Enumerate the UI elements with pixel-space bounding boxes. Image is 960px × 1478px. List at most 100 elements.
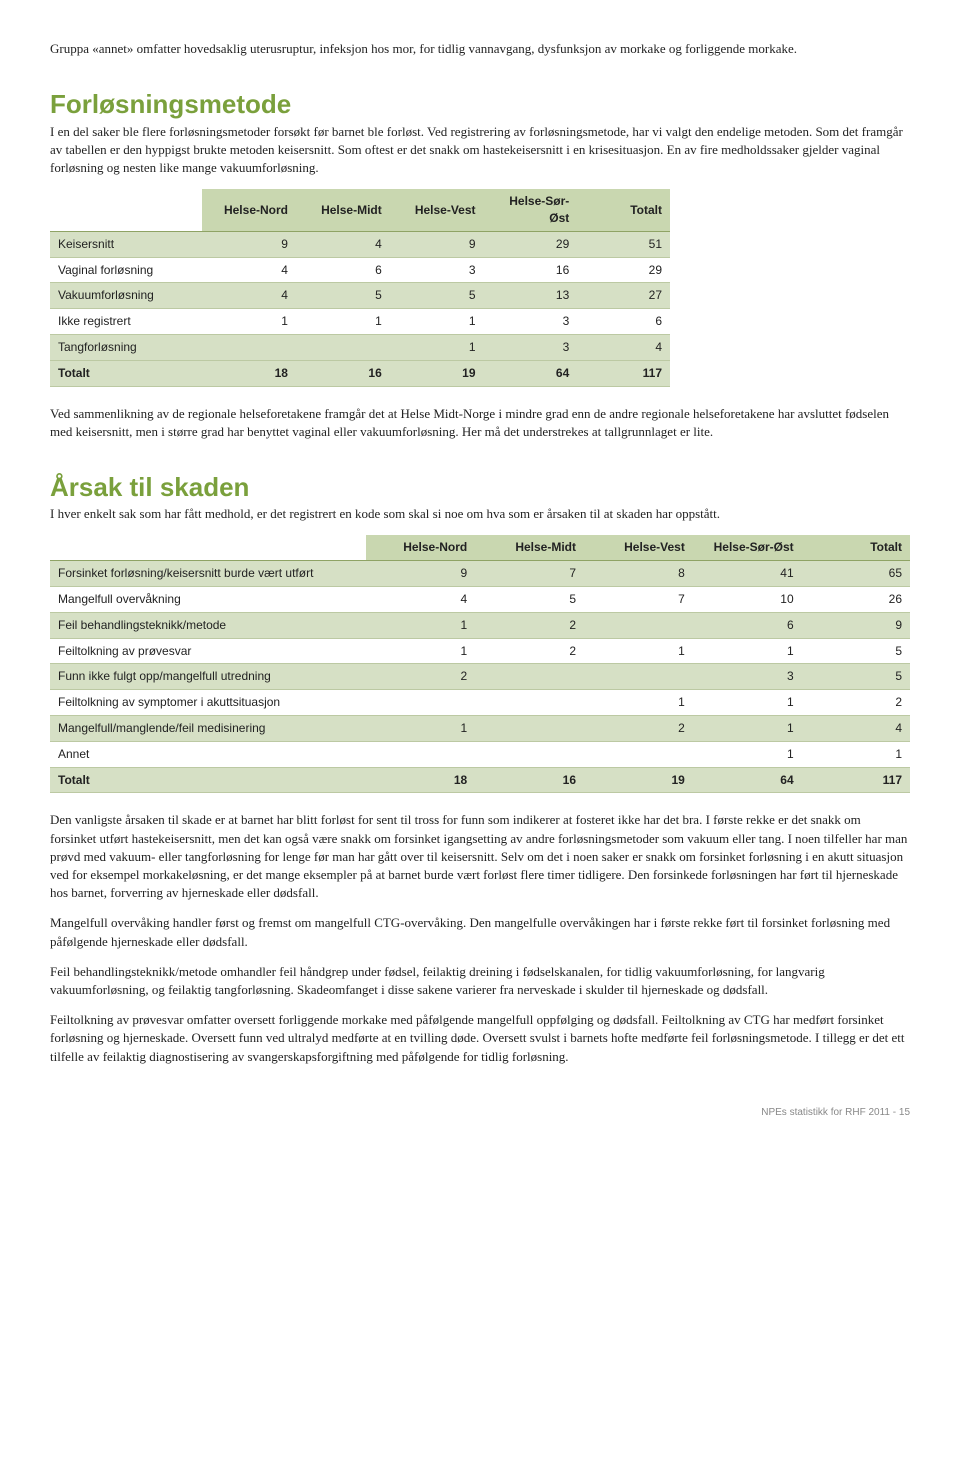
td [584,741,693,767]
th: Helse-Nord [366,535,475,560]
td: 13 [484,283,578,309]
td [584,612,693,638]
td: 6 [296,257,390,283]
td: 51 [577,231,670,257]
td: 1 [390,334,484,360]
td: 10 [693,587,802,613]
table-forlosningsmetode: Helse-Nord Helse-Midt Helse-Vest Helse-S… [50,189,670,386]
td: 5 [296,283,390,309]
th [50,535,366,560]
td: 1 [693,638,802,664]
td: Feiltolkning av prøvesvar [50,638,366,664]
td: 9 [202,231,296,257]
td: 9 [802,612,910,638]
td: 8 [584,561,693,587]
td: Totalt [50,767,366,793]
td: 26 [802,587,910,613]
td: 1 [693,741,802,767]
td: 2 [475,638,584,664]
td: Forsinket forløsning/keisersnitt burde v… [50,561,366,587]
td: 3 [390,257,484,283]
section2-lead: I hver enkelt sak som har fått medhold, … [50,505,910,523]
th: Helse-Sør-Øst [484,189,578,231]
th: Helse-Nord [202,189,296,231]
table-row: Tangforløsning 134 [50,334,670,360]
td [475,690,584,716]
td: Vakuumforløsning [50,283,202,309]
table-row: Mangelfull overvåkning4571026 [50,587,910,613]
table-row: Vakuumforløsning4551327 [50,283,670,309]
td: 29 [577,257,670,283]
td: 1 [693,690,802,716]
section1-after-paragraph: Ved sammenlikning av de regionale helsef… [50,405,910,441]
table-row: Feiltolkning av symptomer i akuttsituasj… [50,690,910,716]
td: 3 [484,309,578,335]
td [475,664,584,690]
td: Funn ikke fulgt opp/mangelfull utredning [50,664,366,690]
td: 1 [584,638,693,664]
section-heading-arsak: Årsak til skaden [50,469,910,505]
td: 16 [484,257,578,283]
th: Totalt [802,535,910,560]
td: 5 [390,283,484,309]
para-after-3: Feil behandlingsteknikk/metode omhandler… [50,963,910,999]
section1-lead: I en del saker ble flere forløsningsmeto… [50,123,910,178]
td: 117 [577,360,670,386]
td: 3 [693,664,802,690]
th: Helse-Vest [584,535,693,560]
td: 1 [366,612,475,638]
td: Totalt [50,360,202,386]
table-total-row: Totalt18161964117 [50,360,670,386]
table-row: Annet 11 [50,741,910,767]
td: Ikke registrert [50,309,202,335]
td [296,334,390,360]
td: 1 [366,638,475,664]
table-header-row: Helse-Nord Helse-Midt Helse-Vest Helse-S… [50,189,670,231]
td [584,664,693,690]
td: 2 [584,716,693,742]
td: 4 [577,334,670,360]
para-after-1: Den vanligste årsaken til skade er at ba… [50,811,910,902]
td: 41 [693,561,802,587]
th: Helse-Sør-Øst [693,535,802,560]
td: Mangelfull/manglende/feil medisinering [50,716,366,742]
td: Keisersnitt [50,231,202,257]
td: 9 [390,231,484,257]
td: 1 [296,309,390,335]
table-total-row: Totalt18161964117 [50,767,910,793]
td: 18 [202,360,296,386]
td: 16 [296,360,390,386]
table-row: Vaginal forløsning4631629 [50,257,670,283]
td [366,690,475,716]
td: 16 [475,767,584,793]
section-heading-forlosningsmetode: Forløsningsmetode [50,86,910,122]
td: Vaginal forløsning [50,257,202,283]
table-row: Forsinket forløsning/keisersnitt burde v… [50,561,910,587]
table-row: Feil behandlingsteknikk/metode1269 [50,612,910,638]
table-row: Keisersnitt9492951 [50,231,670,257]
td: 2 [366,664,475,690]
td: 4 [202,257,296,283]
td: 64 [484,360,578,386]
td [475,741,584,767]
table-row: Feiltolkning av prøvesvar12115 [50,638,910,664]
td: Tangforløsning [50,334,202,360]
td: 6 [693,612,802,638]
th: Helse-Vest [390,189,484,231]
td: Feil behandlingsteknikk/metode [50,612,366,638]
td: 19 [584,767,693,793]
td: 1 [802,741,910,767]
td: 3 [484,334,578,360]
td: Mangelfull overvåkning [50,587,366,613]
td: 65 [802,561,910,587]
td: 5 [475,587,584,613]
td: Feiltolkning av symptomer i akuttsituasj… [50,690,366,716]
td: 27 [577,283,670,309]
td: Annet [50,741,366,767]
td: 1 [693,716,802,742]
td: 4 [202,283,296,309]
td: 6 [577,309,670,335]
td [202,334,296,360]
td [366,741,475,767]
para-after-2: Mangelfull overvåking handler først og f… [50,914,910,950]
